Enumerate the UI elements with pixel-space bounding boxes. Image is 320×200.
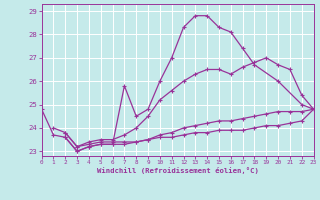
X-axis label: Windchill (Refroidissement éolien,°C): Windchill (Refroidissement éolien,°C)	[97, 167, 259, 174]
